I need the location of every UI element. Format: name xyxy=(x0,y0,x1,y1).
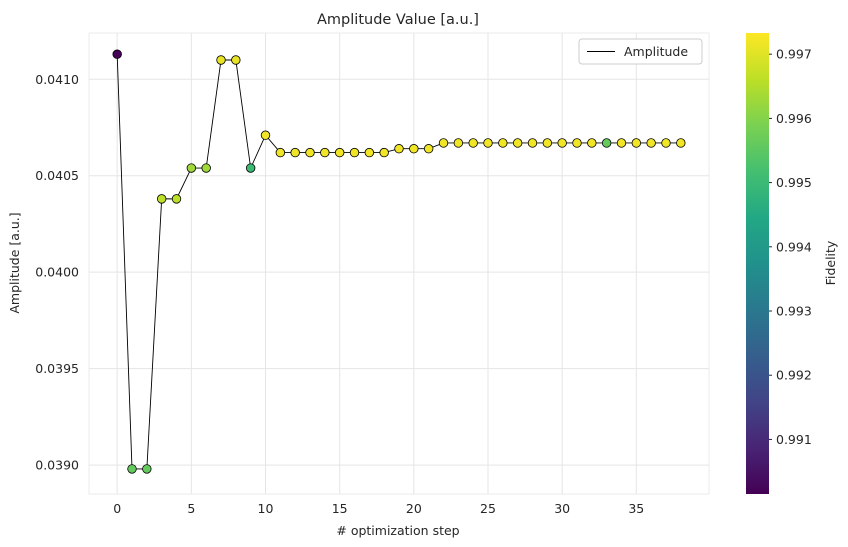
data-point xyxy=(320,147,330,158)
series-points xyxy=(112,49,686,474)
colorbar-gradient xyxy=(746,33,769,494)
data-point xyxy=(557,138,567,148)
data-point xyxy=(216,55,226,65)
data-point xyxy=(527,138,538,148)
colorbar-tick-label: 0.994 xyxy=(776,239,812,254)
data-point xyxy=(512,138,523,148)
data-point xyxy=(305,147,315,158)
x-tick-label: 35 xyxy=(628,501,644,516)
colorbar-tick-label: 0.991 xyxy=(776,432,812,447)
y-tick-label: 0.0405 xyxy=(35,168,79,183)
data-point xyxy=(587,138,597,148)
data-point xyxy=(171,194,182,204)
data-point xyxy=(231,55,241,65)
y-axis-ticks: 0.0390 0.0395 0.0400 0.0405 0.0410 xyxy=(35,72,79,473)
x-tick-label: 30 xyxy=(554,501,570,516)
colorbar-tick-label: 0.993 xyxy=(776,304,812,319)
y-tick-label: 0.0390 xyxy=(35,458,79,473)
data-point xyxy=(631,138,642,148)
data-point xyxy=(498,138,508,148)
data-point xyxy=(112,49,122,59)
colorbar-tick-label: 0.995 xyxy=(776,175,812,190)
data-point xyxy=(453,138,464,148)
colorbar-label: Fidelity xyxy=(823,240,838,285)
data-point xyxy=(290,147,300,158)
x-axis-label: # optimization step xyxy=(336,523,459,538)
x-axis-ticks: 0 5 10 15 20 25 30 35 xyxy=(113,501,644,516)
data-point xyxy=(260,130,271,140)
data-point xyxy=(349,147,360,158)
data-point xyxy=(542,138,553,148)
data-point xyxy=(142,464,152,474)
colorbar-tick-label: 0.997 xyxy=(776,47,812,62)
x-tick-label: 5 xyxy=(187,501,195,516)
y-tick-label: 0.0410 xyxy=(35,72,79,87)
x-tick-label: 0 xyxy=(113,501,121,516)
data-point xyxy=(646,138,656,148)
colorbar-ticks: 0.991 0.992 0.993 0.994 0.995 0.996 0.997 xyxy=(769,47,812,447)
grid xyxy=(89,33,709,494)
x-tick-label: 10 xyxy=(258,501,274,516)
legend: Amplitude xyxy=(578,38,703,65)
data-point xyxy=(676,138,686,148)
data-point xyxy=(334,147,345,158)
data-point xyxy=(409,144,419,154)
data-point xyxy=(156,194,167,204)
x-tick-label: 20 xyxy=(406,501,422,516)
data-point xyxy=(186,163,197,173)
legend-box xyxy=(578,38,703,65)
data-point xyxy=(661,138,671,148)
data-point xyxy=(468,138,478,148)
data-point xyxy=(379,147,389,158)
chart-title: Amplitude Value [a.u.] xyxy=(317,12,479,28)
colorbar: 0.991 0.992 0.993 0.994 0.995 0.996 0.997 Fide… xyxy=(746,33,838,494)
data-point xyxy=(245,163,256,173)
x-tick-label: 25 xyxy=(480,501,496,516)
data-point xyxy=(483,138,493,148)
data-point xyxy=(616,138,627,148)
y-axis-label: Amplitude [a.u.] xyxy=(7,212,22,313)
data-point xyxy=(127,464,137,474)
plot-area xyxy=(88,32,710,495)
x-tick-label: 15 xyxy=(332,501,348,516)
y-tick-label: 0.0400 xyxy=(35,265,79,280)
data-point xyxy=(601,138,612,148)
data-point xyxy=(438,138,449,148)
colorbar-tick-label: 0.996 xyxy=(776,111,812,126)
data-point xyxy=(572,138,582,148)
data-point xyxy=(423,144,434,154)
colorbar-tick-label: 0.992 xyxy=(776,368,812,383)
data-point xyxy=(275,147,286,158)
y-tick-label: 0.0395 xyxy=(35,361,79,376)
data-point xyxy=(201,163,211,173)
legend-entry-amplitude: Amplitude xyxy=(624,44,688,59)
data-point xyxy=(394,144,404,154)
data-point xyxy=(364,147,375,158)
